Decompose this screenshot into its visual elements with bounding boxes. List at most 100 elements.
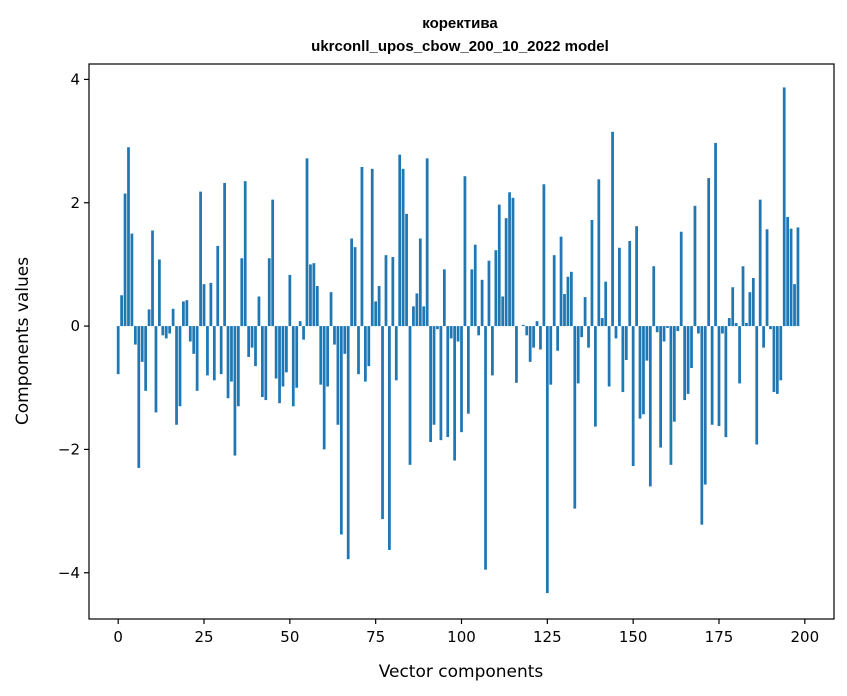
bar-170: [700, 326, 704, 525]
bar-109: [491, 326, 494, 376]
y-tick-label: 0: [70, 317, 80, 335]
bar-198: [796, 227, 800, 327]
bar-82: [398, 154, 402, 327]
bar-171: [703, 326, 707, 485]
bar-72: [364, 326, 367, 382]
bar-52: [295, 326, 299, 388]
bar-89: [422, 306, 426, 327]
bar-110: [494, 250, 498, 327]
bar-4: [130, 233, 134, 327]
bar-102: [466, 326, 470, 414]
bar-193: [779, 326, 783, 381]
bar-6: [137, 326, 141, 468]
bar-103: [470, 269, 474, 327]
bar-100: [460, 326, 463, 433]
bar-68: [350, 238, 354, 327]
bar-54: [302, 326, 305, 340]
bar-177: [724, 326, 728, 438]
bar-46: [274, 326, 278, 379]
bar-5: [133, 326, 137, 345]
bar-104: [473, 244, 477, 327]
bar-146: [618, 247, 621, 327]
bar-34: [233, 326, 237, 456]
bar-137: [587, 326, 590, 348]
bar-186: [755, 326, 759, 445]
bar-175: [717, 326, 721, 426]
chart-subtitle: ukrconll_upos_cbow_200_10_2022 model: [311, 38, 609, 55]
bar-81: [394, 326, 398, 381]
bar-155: [648, 326, 652, 487]
bar-30: [219, 326, 223, 375]
bar-98: [453, 326, 457, 461]
bar-148: [624, 326, 628, 360]
bar-32: [226, 326, 230, 399]
bar-26: [206, 326, 209, 376]
bars-group: [116, 87, 800, 594]
bar-173: [710, 326, 714, 425]
bar-191: [772, 326, 776, 393]
bar-56: [309, 264, 312, 327]
bar-122: [535, 321, 539, 327]
bar-168: [693, 205, 697, 327]
bar-37: [243, 181, 247, 327]
bar-181: [738, 326, 741, 384]
bar-71: [360, 166, 364, 327]
bar-134: [576, 326, 580, 384]
bar-179: [731, 287, 735, 327]
bar-119: [525, 326, 529, 336]
plot-frame: [88, 63, 835, 620]
bar-47: [278, 326, 281, 404]
bar-97: [449, 326, 453, 339]
bar-133: [573, 326, 577, 509]
bar-78: [384, 255, 388, 327]
bar-86: [412, 306, 415, 327]
bar-51: [291, 326, 295, 407]
bar-87: [415, 293, 419, 327]
bar-65: [339, 326, 343, 535]
bar-90: [425, 158, 429, 327]
y-axis-ticks: −4 −2 0 2 4: [58, 70, 89, 582]
bar-158: [659, 326, 662, 448]
y-tick-label: 4: [70, 70, 80, 88]
y-axis-label: Components values: [13, 257, 33, 425]
bar-12: [158, 259, 161, 327]
bar-189: [765, 229, 769, 327]
bar-84: [405, 213, 408, 327]
bar-27: [209, 282, 213, 327]
bar-107: [484, 326, 487, 570]
bar-19: [182, 301, 185, 327]
bar-196: [789, 228, 793, 327]
bar-128: [556, 326, 560, 351]
bar-131: [566, 276, 570, 327]
bar-70: [357, 326, 360, 375]
bar-111: [497, 204, 501, 327]
bar-80: [391, 257, 395, 327]
x-tick-label: 50: [280, 628, 299, 646]
x-axis-ticks: 0 25 50 75 100 125 150 175 200: [113, 619, 819, 646]
bar-7: [140, 326, 144, 362]
bar-17: [175, 326, 178, 425]
bar-108: [487, 260, 491, 327]
bar-184: [748, 292, 752, 327]
bar-132: [569, 271, 573, 327]
bar-21: [188, 326, 192, 342]
bar-135: [580, 326, 584, 338]
x-tick-label: 75: [366, 628, 385, 646]
bar-172: [707, 178, 711, 327]
chart-title: коректива: [422, 15, 498, 32]
bar-83: [401, 168, 405, 327]
bar-91: [429, 326, 432, 443]
bar-55: [305, 158, 309, 327]
bar-61: [326, 326, 329, 387]
bar-16: [171, 308, 175, 327]
bar-187: [758, 199, 762, 327]
bar-74: [370, 168, 374, 327]
y-tick-label: 2: [70, 194, 80, 212]
bar-166: [686, 326, 690, 394]
bar-88: [418, 238, 422, 327]
bar-164: [679, 231, 683, 327]
bar-174: [714, 142, 717, 327]
bar-43: [264, 326, 268, 401]
bar-121: [532, 326, 535, 348]
